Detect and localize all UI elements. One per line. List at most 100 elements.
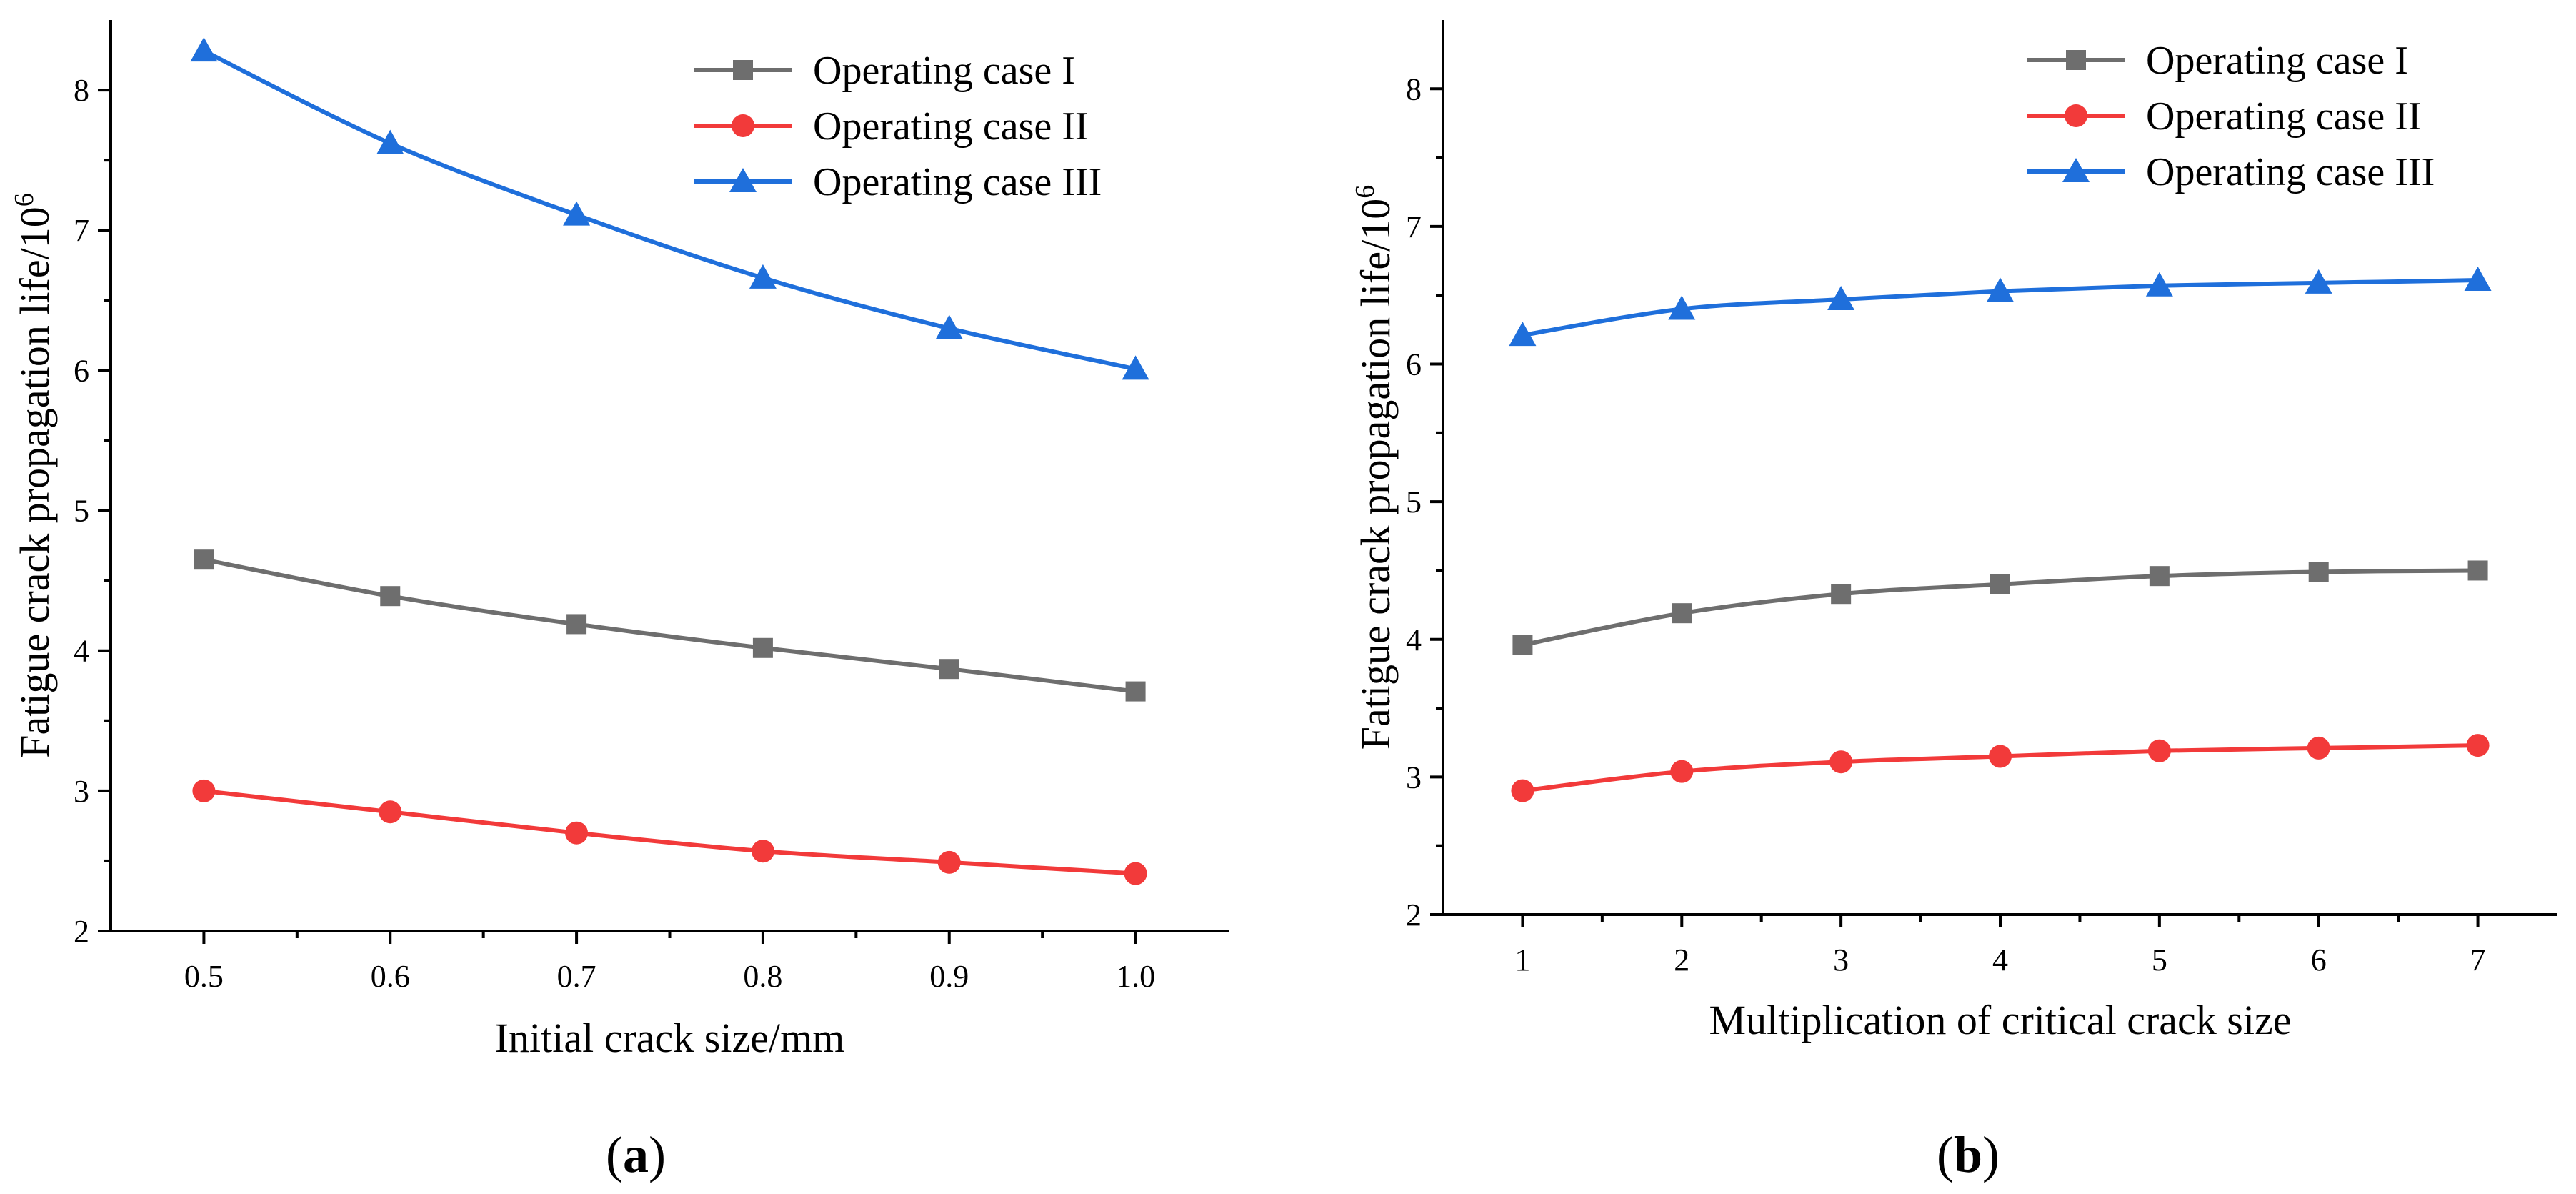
y-axis-label-exponent: 6	[9, 193, 39, 207]
legend-entry: Operating case I	[694, 49, 1075, 93]
legend-label: Operating case III	[813, 160, 1102, 204]
data-point	[2308, 562, 2329, 582]
legend-marker	[2065, 104, 2087, 127]
series-triangle-a	[190, 37, 1149, 380]
y-axis-label: Fatigue crack propagation life/106	[9, 193, 58, 757]
x-tick-label: 1.0	[1116, 959, 1155, 994]
x-tick-label: 6	[2311, 942, 2327, 977]
legend-label: Operating case II	[2146, 94, 2422, 139]
y-tick-label: 2	[1406, 897, 1422, 932]
data-point	[1987, 277, 2014, 302]
series-circle-a	[192, 779, 1147, 885]
y-tick-label: 4	[1406, 622, 1422, 657]
data-point	[1670, 760, 1694, 783]
panel-label: (b)	[1937, 1126, 2000, 1183]
series-line	[201, 557, 1138, 694]
series-line	[201, 49, 1138, 372]
panel-label: (a)	[606, 1126, 666, 1183]
data-point	[563, 201, 591, 226]
y-tick-label: 7	[74, 213, 89, 248]
legend-label: Operating case II	[813, 104, 1089, 149]
legend-marker	[2062, 158, 2090, 182]
x-tick-label: 7	[2470, 942, 2486, 977]
y-tick-label: 8	[1406, 71, 1422, 106]
y-axis-label-exponent: 6	[1350, 185, 1380, 199]
x-tick-label: 2	[1674, 942, 1689, 977]
data-point	[2307, 736, 2330, 760]
x-axis-label: Initial crack size/mm	[495, 1015, 845, 1061]
y-tick-label: 6	[74, 353, 89, 388]
data-point	[379, 800, 402, 824]
data-point	[749, 264, 777, 289]
legend-marker	[2066, 50, 2086, 70]
series-line	[201, 788, 1138, 876]
data-point	[1829, 750, 1853, 774]
data-point	[1827, 286, 1855, 311]
x-tick-label: 4	[1992, 942, 2008, 977]
y-axis-label-base: Fatigue crack propagation life/10	[11, 207, 58, 757]
data-point	[194, 549, 214, 570]
legend-marker	[732, 114, 754, 137]
y-tick-label: 6	[1406, 347, 1422, 382]
data-point	[1512, 635, 1533, 655]
data-point	[1989, 745, 2012, 768]
data-point	[190, 37, 218, 62]
legend-marker	[729, 168, 757, 192]
legend-label: Operating case I	[2146, 39, 2408, 83]
series-circle-b	[1511, 734, 2490, 802]
legend-entry: Operating case III	[2027, 150, 2435, 194]
data-point	[2467, 560, 2488, 581]
chart-panel-b: 2 3 4 5 6 7 8 1 2 3 4 5 6 7 Multiplication of critical…	[1350, 20, 2557, 1183]
x-tick-label: 5	[2152, 942, 2167, 977]
y-tick-label: 5	[1406, 484, 1422, 519]
data-point	[1124, 862, 1147, 885]
legend-entry: Operating case II	[694, 104, 1089, 149]
data-point	[565, 821, 589, 845]
x-tick-label: 0.8	[743, 959, 782, 994]
data-point	[1509, 322, 1537, 347]
x-axis-label: Multiplication of critical crack size	[1709, 997, 2292, 1043]
y-axis-label: Fatigue crack propagation life/106	[1350, 185, 1399, 750]
legend-label: Operating case III	[2146, 150, 2435, 194]
legend-entry: Operating case II	[2027, 94, 2422, 139]
y-tick-label: 7	[1406, 209, 1422, 244]
series-square-a	[194, 549, 1146, 702]
data-point	[376, 129, 404, 154]
data-point	[2305, 269, 2332, 294]
legend-label: Operating case I	[813, 49, 1075, 93]
data-point	[937, 850, 961, 874]
data-point	[1122, 355, 1149, 380]
data-point	[380, 586, 401, 607]
data-point	[566, 614, 587, 635]
data-point	[1668, 295, 1696, 320]
x-tick-label: 1	[1514, 942, 1530, 977]
series-triangle-b	[1509, 267, 2492, 347]
data-point	[1125, 681, 1146, 702]
y-tick-label: 8	[74, 73, 89, 108]
y-tick-label: 2	[74, 914, 89, 949]
y-axis-label-base: Fatigue crack propagation life/10	[1352, 199, 1399, 750]
x-tick-label: 0.7	[557, 959, 596, 994]
data-point	[1990, 574, 2010, 594]
series-square-b	[1512, 560, 2488, 655]
data-point	[2147, 739, 2171, 762]
data-point	[2145, 272, 2173, 297]
y-tick-label: 4	[74, 634, 89, 669]
data-point	[2149, 566, 2170, 587]
y-tick-label: 3	[74, 774, 89, 809]
data-point	[939, 659, 959, 680]
x-tick-label: 0.5	[184, 959, 224, 994]
x-tick-label: 0.9	[929, 959, 969, 994]
data-point	[752, 637, 773, 658]
chart-panel-a: 2 3 4 5 6 7 8 0.5 0.6 0.7 0.8 0.9 1.0 Initial crack s…	[9, 20, 1229, 1183]
data-point	[1672, 603, 1692, 624]
data-point	[2464, 267, 2492, 292]
data-point	[1831, 584, 1852, 605]
data-point	[2466, 734, 2490, 757]
data-point	[192, 779, 216, 802]
x-tick-label: 0.6	[371, 959, 410, 994]
data-point	[1511, 779, 1534, 802]
legend-marker	[733, 60, 753, 80]
data-point	[935, 314, 963, 339]
